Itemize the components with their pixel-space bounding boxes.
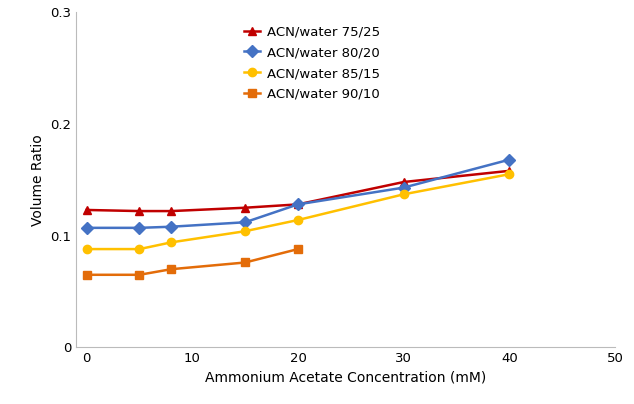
Line: ACN/water 85/15: ACN/water 85/15 (82, 170, 514, 253)
ACN/water 85/15 (294, 218, 302, 223)
ACN/water 80/20 (83, 225, 91, 230)
ACN/water 75/25 (505, 168, 513, 173)
ACN/water 90/10 (136, 272, 143, 277)
ACN/water 75/25 (242, 205, 249, 210)
ACN/water 75/25 (294, 202, 302, 207)
ACN/water 80/20 (242, 220, 249, 225)
ACN/water 80/20 (400, 185, 408, 190)
Line: ACN/water 90/10: ACN/water 90/10 (82, 245, 302, 279)
ACN/water 75/25 (400, 180, 408, 185)
X-axis label: Ammonium Acetate Concentration (mM): Ammonium Acetate Concentration (mM) (205, 371, 486, 385)
ACN/water 85/15 (242, 229, 249, 234)
Line: ACN/water 75/25: ACN/water 75/25 (82, 167, 514, 215)
ACN/water 90/10 (83, 272, 91, 277)
ACN/water 80/20 (167, 224, 175, 229)
ACN/water 85/15 (167, 240, 175, 245)
ACN/water 85/15 (400, 192, 408, 197)
ACN/water 90/10 (294, 247, 302, 252)
ACN/water 90/10 (167, 267, 175, 271)
Y-axis label: Volume Ratio: Volume Ratio (30, 134, 44, 226)
ACN/water 90/10 (242, 260, 249, 265)
ACN/water 85/15 (505, 172, 513, 177)
ACN/water 75/25 (167, 208, 175, 213)
ACN/water 80/20 (294, 202, 302, 207)
ACN/water 75/25 (83, 208, 91, 213)
ACN/water 75/25 (136, 208, 143, 213)
ACN/water 85/15 (83, 247, 91, 252)
ACN/water 80/20 (136, 225, 143, 230)
Line: ACN/water 80/20: ACN/water 80/20 (82, 156, 514, 232)
Legend: ACN/water 75/25, ACN/water 80/20, ACN/water 85/15, ACN/water 90/10: ACN/water 75/25, ACN/water 80/20, ACN/wa… (244, 25, 380, 101)
ACN/water 85/15 (136, 247, 143, 252)
ACN/water 80/20 (505, 157, 513, 162)
